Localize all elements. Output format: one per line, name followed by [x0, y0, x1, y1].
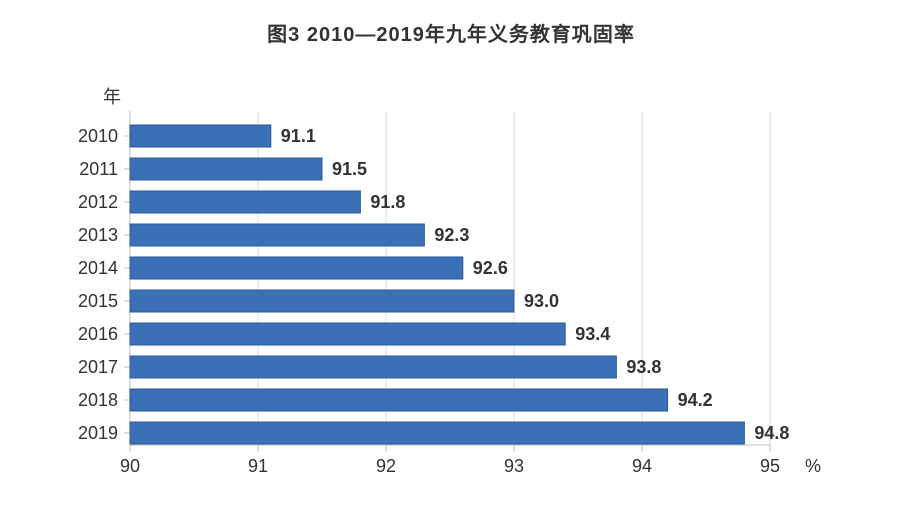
bar: [130, 422, 744, 444]
chart-container: 90 91 92 93 94 95 年% 2010 91.1 2011 91.5 2012 91.8 20…: [60, 80, 860, 500]
y-tick-label: 2013: [78, 225, 118, 245]
y-axis-header: 年: [103, 87, 121, 107]
bar-value-label: 94.8: [754, 423, 789, 443]
bar: [130, 356, 616, 378]
y-tick-label: 2018: [78, 390, 118, 410]
bar-value-label: 91.1: [281, 126, 316, 146]
x-unit-label: %: [805, 456, 821, 476]
x-tick-label: 94: [632, 456, 652, 476]
y-tick-label: 2017: [78, 357, 118, 377]
bar: [130, 257, 463, 279]
bar-chart: 90 91 92 93 94 95 年% 2010 91.1 2011 91.5 2012 91.8 20…: [60, 80, 860, 500]
y-tick-label: 2012: [78, 192, 118, 212]
bar-value-label: 92.6: [473, 258, 508, 278]
bar: [130, 224, 424, 246]
y-tick-label: 2011: [79, 159, 118, 179]
bar-value-label: 93.4: [575, 324, 610, 344]
bar-value-label: 91.8: [370, 192, 405, 212]
bar: [130, 323, 565, 345]
y-tick-label: 2015: [78, 291, 118, 311]
bar-value-label: 91.5: [332, 159, 367, 179]
chart-title: 图3 2010—2019年九年义务教育巩固率: [0, 0, 902, 47]
y-tick-label: 2019: [78, 423, 118, 443]
bar-value-label: 94.2: [678, 390, 713, 410]
x-tick-label: 93: [504, 456, 524, 476]
x-tick-label: 91: [248, 456, 268, 476]
bar: [130, 191, 360, 213]
y-tick-label: 2016: [78, 324, 118, 344]
bar: [130, 158, 322, 180]
x-tick-label: 90: [120, 456, 140, 476]
bar-value-label: 93.8: [626, 357, 661, 377]
x-tick-label: 95: [760, 456, 780, 476]
y-tick-label: 2014: [78, 258, 118, 278]
x-tick-label: 92: [376, 456, 396, 476]
bar: [130, 290, 514, 312]
bar-value-label: 92.3: [434, 225, 469, 245]
bar: [130, 125, 271, 147]
y-tick-label: 2010: [78, 126, 118, 146]
bar: [130, 389, 668, 411]
bar-value-label: 93.0: [524, 291, 559, 311]
